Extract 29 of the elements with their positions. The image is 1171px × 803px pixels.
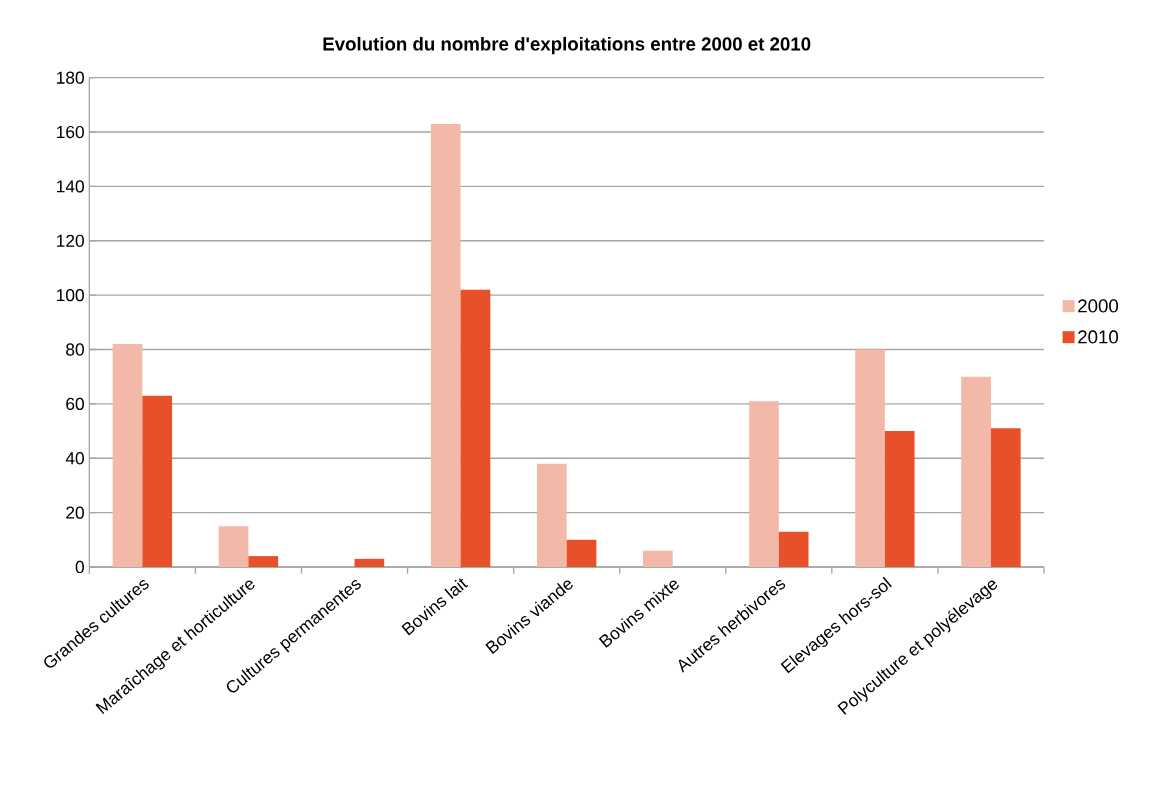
bar (961, 376, 991, 567)
bar (643, 550, 673, 567)
y-tick-label: 60 (66, 397, 84, 411)
y-tick-label: 140 (57, 180, 84, 193)
y-tick-label: 40 (65, 452, 84, 465)
legend-label: 2000 (1078, 299, 1119, 313)
bar (990, 428, 1021, 567)
bar (248, 556, 279, 567)
y-tick-label: 0 (75, 560, 84, 574)
y-tick-label: 100 (57, 289, 84, 302)
bar (778, 531, 809, 567)
y-tick-label: 20 (66, 506, 84, 519)
bar (142, 395, 173, 567)
bar (536, 463, 567, 567)
bar (218, 526, 249, 567)
bar (460, 289, 491, 567)
bar (112, 344, 143, 567)
bar (566, 539, 597, 567)
bar (884, 431, 915, 567)
bar (749, 401, 779, 567)
y-tick-label: 180 (57, 71, 84, 84)
y-tick-label: 120 (57, 234, 84, 247)
bar (430, 123, 461, 567)
legend-label: 2010 (1078, 330, 1119, 344)
bar (855, 349, 885, 567)
y-tick-label: 160 (57, 125, 84, 139)
chart-title: Evolution du nombre d'exploitations entre 2000 et 2010 (323, 36, 811, 55)
bar (354, 558, 385, 567)
y-tick-label: 80 (66, 343, 84, 356)
